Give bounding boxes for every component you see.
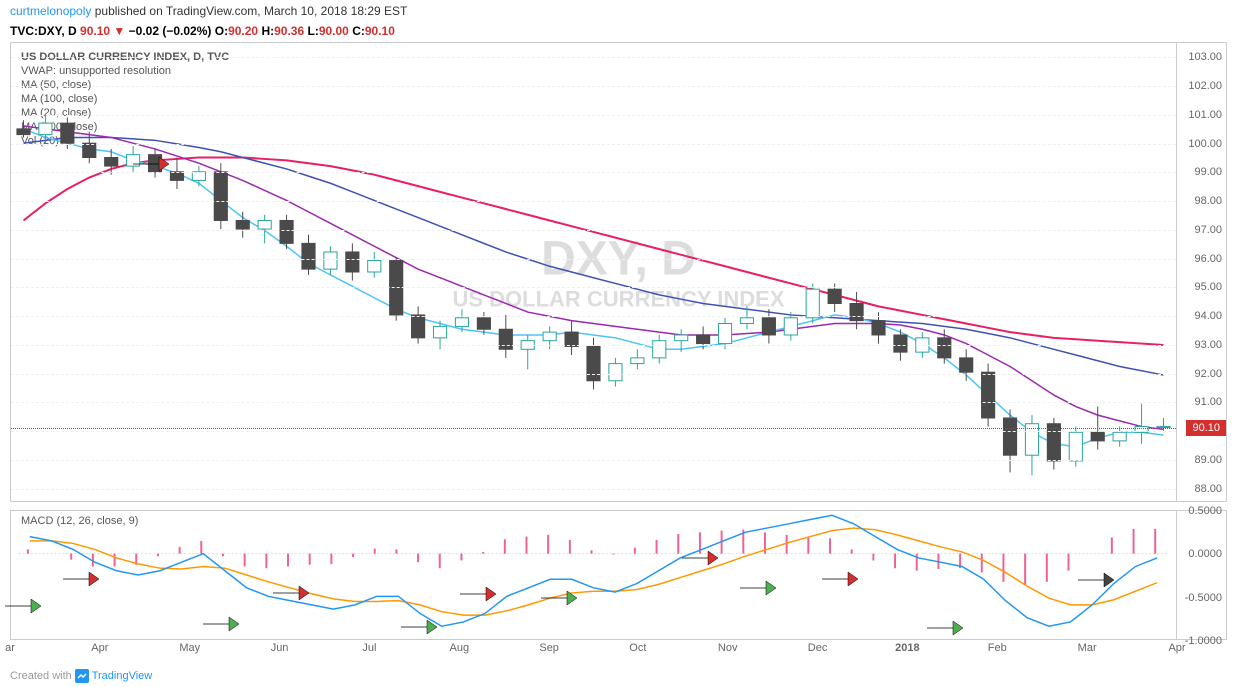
footer: Created with TradingView: [10, 669, 152, 683]
macd-arrow: [3, 596, 43, 616]
price-tick: 98.00: [1194, 195, 1222, 207]
time-tick: Feb: [988, 642, 1007, 654]
time-tick: Dec: [808, 642, 828, 654]
published-date: March 10, 2018 18:29 EST: [264, 4, 407, 18]
time-tick: Aug: [449, 642, 469, 654]
price-tick: 95.00: [1194, 281, 1222, 293]
price-tick: 88.00: [1194, 483, 1222, 495]
last-price: 90.10: [80, 24, 110, 38]
price-tick: 103.00: [1188, 51, 1222, 63]
macd-axis: 0.50000.0000-0.5000-1.0000: [1176, 511, 1226, 639]
macd-arrow: [820, 569, 860, 589]
price-tick: 97.00: [1194, 224, 1222, 236]
high-val: 90.36: [274, 24, 304, 38]
macd-arrow: [738, 578, 778, 598]
time-tick: Mar: [1078, 642, 1097, 654]
open-label: O:: [215, 24, 228, 38]
macd-arrow: [61, 569, 101, 589]
time-tick: Nov: [718, 642, 738, 654]
dir-arrow-icon: ▼: [113, 24, 125, 38]
time-tick: Apr: [91, 642, 108, 654]
published-text: published on TradingView.com,: [95, 4, 261, 18]
close-label: C:: [352, 24, 365, 38]
price-axis: 88.0089.0090.0091.0092.0093.0094.0095.00…: [1176, 43, 1226, 501]
time-tick: 2018: [895, 642, 919, 654]
low-label: L:: [308, 24, 319, 38]
macd-arrow: [201, 614, 241, 634]
header: curtmelonopoly published on TradingView.…: [0, 0, 1237, 22]
macd-arrow: [680, 548, 720, 568]
time-tick: May: [179, 642, 200, 654]
open-val: 90.20: [228, 24, 258, 38]
price-tick: 89.00: [1194, 454, 1222, 466]
macd-arrow: [399, 617, 439, 637]
footer-text: Created with: [10, 670, 72, 682]
time-axis: arAprMayJunJulAugSepOctNovDec2018FebMarA…: [10, 642, 1177, 662]
current-price-label: 90.10: [1186, 420, 1226, 436]
macd-arrow: [925, 618, 965, 638]
macd-arrow: [539, 588, 579, 608]
price-tick: 91.00: [1194, 396, 1222, 408]
tradingview-icon: [75, 669, 89, 683]
low-val: 90.00: [319, 24, 349, 38]
ohlc-bar: TVC:DXY, D 90.10 ▼ −0.02 (−0.02%) O:90.2…: [0, 22, 1237, 40]
macd-tick: 0.5000: [1188, 505, 1222, 517]
macd-arrow: [458, 584, 498, 604]
main-chart[interactable]: DXY, D US DOLLAR CURRENCY INDEX US DOLLA…: [10, 42, 1227, 502]
change: −0.02: [129, 24, 159, 38]
change-pct: (−0.02%): [162, 24, 211, 38]
chart-canvas: [11, 43, 1176, 501]
macd-arrow: [1076, 570, 1116, 590]
macd-panel[interactable]: MACD (12, 26, close, 9) 0.50000.0000-0.5…: [10, 510, 1227, 640]
username[interactable]: curtmelonopoly: [10, 4, 91, 18]
annotation-arrow: [131, 154, 171, 174]
macd-tick: -1.0000: [1185, 635, 1222, 647]
price-tick: 93.00: [1194, 339, 1222, 351]
footer-brand[interactable]: TradingView: [92, 670, 153, 682]
price-tick: 101.00: [1188, 109, 1222, 121]
macd-tick: -0.5000: [1185, 592, 1222, 604]
price-tick: 96.00: [1194, 253, 1222, 265]
price-tick: 99.00: [1194, 166, 1222, 178]
macd-canvas: [11, 511, 1176, 639]
time-tick: Apr: [1168, 642, 1185, 654]
high-label: H:: [261, 24, 274, 38]
macd-arrow: [271, 583, 311, 603]
close-val: 90.10: [365, 24, 395, 38]
time-tick: Sep: [539, 642, 559, 654]
price-tick: 100.00: [1188, 138, 1222, 150]
time-tick: Jul: [362, 642, 376, 654]
price-tick: 102.00: [1188, 80, 1222, 92]
time-tick: Jun: [271, 642, 289, 654]
price-tick: 94.00: [1194, 310, 1222, 322]
time-tick: Oct: [629, 642, 646, 654]
macd-tick: 0.0000: [1188, 548, 1222, 560]
price-tick: 92.00: [1194, 368, 1222, 380]
symbol: TVC:DXY, D: [10, 24, 77, 38]
time-tick: ar: [5, 642, 15, 654]
